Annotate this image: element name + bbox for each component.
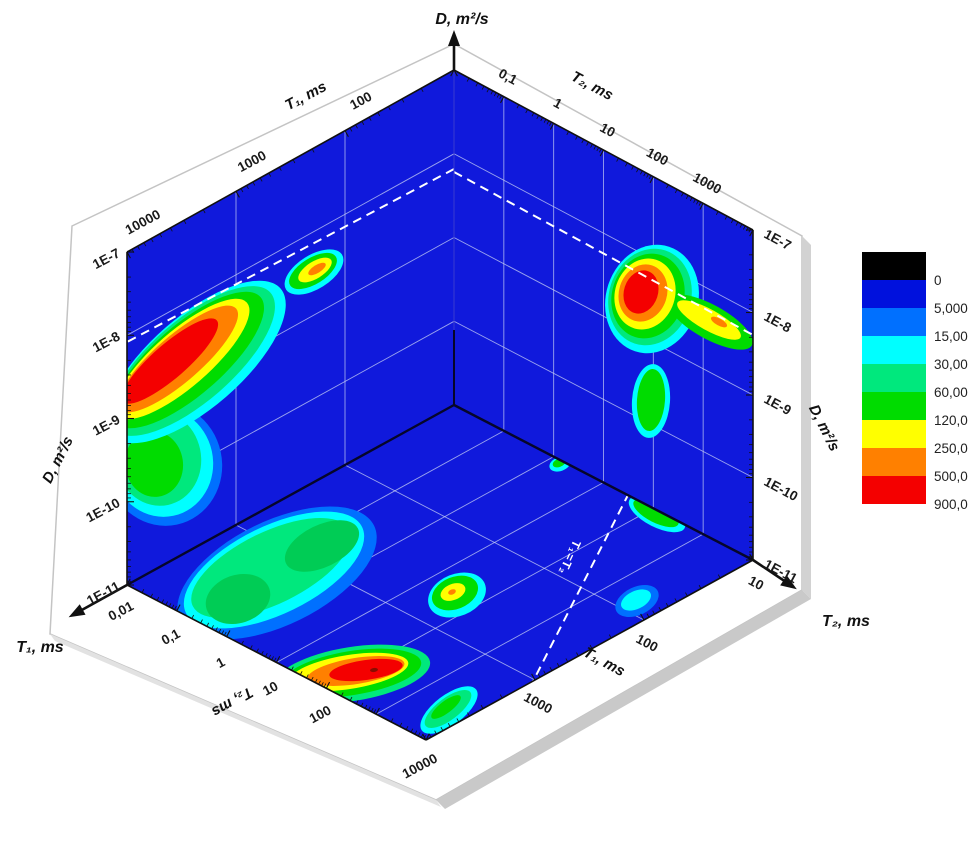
floor-contour-blob xyxy=(329,658,403,682)
tick-marks xyxy=(126,69,754,741)
legend-label: 500,0 xyxy=(934,469,968,484)
legend-label: 250,0 xyxy=(934,441,968,456)
floor-contour-blob xyxy=(448,589,456,595)
right-wall-contour-blob xyxy=(677,300,741,340)
floor-contour-blob xyxy=(633,498,679,528)
floor-contour-blob xyxy=(284,520,360,572)
left-wall-contour-blob xyxy=(127,318,219,404)
d-axis-arrow xyxy=(448,30,460,46)
floor-contour-blob xyxy=(370,667,378,673)
legend-swatch xyxy=(862,364,926,392)
legend-label: 60,00 xyxy=(934,385,968,400)
right-wall-contour-blob xyxy=(636,369,666,431)
legend-swatch xyxy=(862,392,926,420)
legend-swatch xyxy=(862,476,926,504)
t2-floor-tick-label: 10 xyxy=(260,678,280,698)
d-axis-top-title: D, m²/s xyxy=(435,11,488,28)
t2-wall-tick-label: 10 xyxy=(597,120,617,140)
t1-floor-tick-label: 10 xyxy=(746,573,766,593)
right-wall-contour-blob xyxy=(623,270,659,314)
legend-label: 30,00 xyxy=(934,357,968,372)
floor-dashed-guide-line xyxy=(521,492,630,704)
colorbar-legend: 0 5,000 15,00 30,00 60,00 120,0 250,0 500,0 900,… xyxy=(862,252,968,512)
left-wall-contour-blob xyxy=(127,431,184,497)
t2-axis-arrow xyxy=(780,575,797,590)
legend-swatch xyxy=(862,448,926,476)
t2-axis-title: T₂, ms xyxy=(822,613,870,630)
floor-contour-blob xyxy=(621,589,651,611)
left-wall-panel xyxy=(127,70,454,585)
left-wall-contour-blob xyxy=(308,262,326,276)
legend-label: 900,0 xyxy=(934,497,968,512)
legend-swatch xyxy=(862,336,926,364)
legend-swatch xyxy=(862,308,926,336)
legend-label: 15,00 xyxy=(934,329,968,344)
right-wall-dashed-guide-line xyxy=(454,171,753,336)
t1-axis-arrow xyxy=(68,604,86,618)
legend-swatch xyxy=(862,420,926,448)
legend-swatch xyxy=(862,252,926,280)
t2-wall-axis-title: T₂, ms xyxy=(568,68,616,104)
floor-contour-blob xyxy=(431,695,461,719)
floor-contour-blob xyxy=(205,574,271,624)
floor-panel: T₁=T₂ xyxy=(127,405,753,740)
right-wall-panel xyxy=(454,70,753,560)
legend-label: 120,0 xyxy=(934,413,968,428)
legend-swatch xyxy=(862,280,926,308)
legend-label: 5,000 xyxy=(934,301,968,316)
legend-label: 0 xyxy=(934,273,942,288)
right-wall-contour-blob xyxy=(710,316,728,328)
t1-axis-title: T₁, ms xyxy=(16,639,64,656)
left-wall-dashed-guide-line xyxy=(127,168,454,343)
